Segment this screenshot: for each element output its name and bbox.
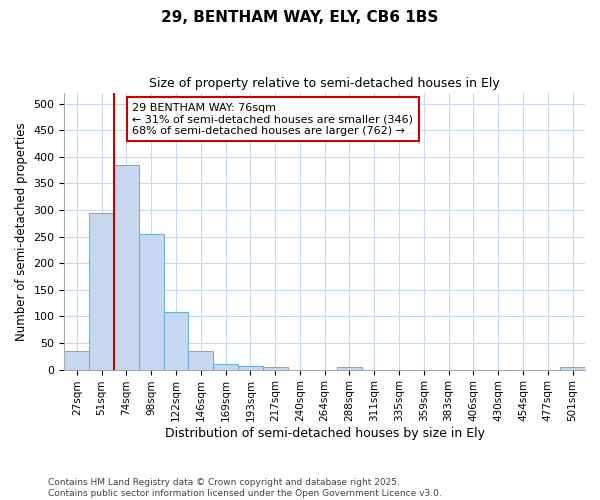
Bar xyxy=(337,368,362,370)
Bar xyxy=(114,165,139,370)
Bar xyxy=(263,367,287,370)
Bar xyxy=(213,364,238,370)
Bar xyxy=(89,212,114,370)
Y-axis label: Number of semi-detached properties: Number of semi-detached properties xyxy=(15,122,28,340)
Title: Size of property relative to semi-detached houses in Ely: Size of property relative to semi-detach… xyxy=(149,78,500,90)
Bar xyxy=(188,351,213,370)
Text: Contains HM Land Registry data © Crown copyright and database right 2025.
Contai: Contains HM Land Registry data © Crown c… xyxy=(48,478,442,498)
X-axis label: Distribution of semi-detached houses by size in Ely: Distribution of semi-detached houses by … xyxy=(165,427,485,440)
Bar xyxy=(238,366,263,370)
Bar xyxy=(64,351,89,370)
Bar xyxy=(164,312,188,370)
Bar xyxy=(560,367,585,370)
Bar xyxy=(139,234,164,370)
Text: 29, BENTHAM WAY, ELY, CB6 1BS: 29, BENTHAM WAY, ELY, CB6 1BS xyxy=(161,10,439,25)
Text: 29 BENTHAM WAY: 76sqm
← 31% of semi-detached houses are smaller (346)
68% of sem: 29 BENTHAM WAY: 76sqm ← 31% of semi-deta… xyxy=(132,102,413,136)
